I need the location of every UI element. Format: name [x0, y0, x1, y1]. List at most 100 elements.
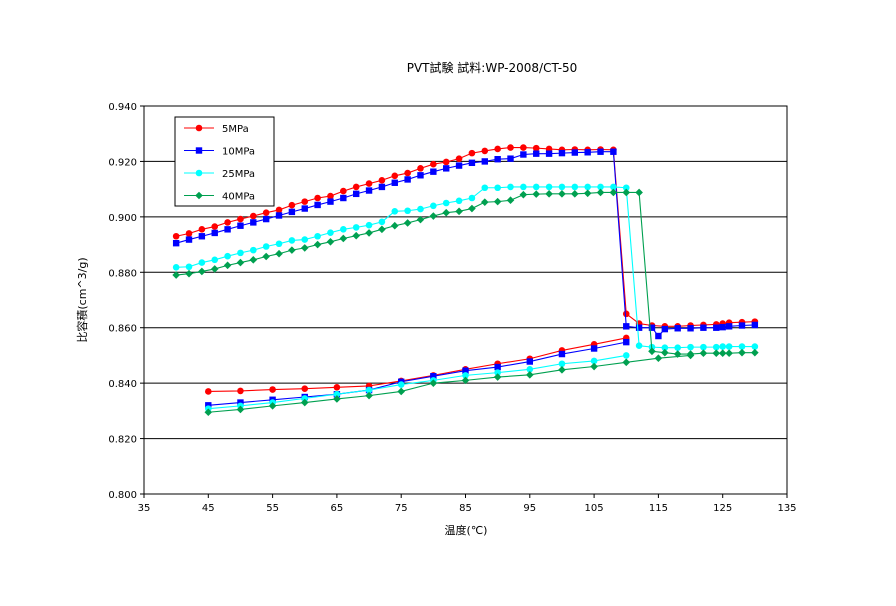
data-point [211, 223, 219, 230]
data-point [584, 149, 591, 156]
data-point [558, 360, 566, 368]
data-point [545, 190, 553, 198]
data-point [301, 385, 309, 392]
data-point [403, 219, 412, 227]
data-point [172, 232, 180, 240]
data-point [532, 190, 541, 198]
data-point [327, 192, 334, 200]
data-point [590, 345, 598, 352]
data-point [455, 207, 463, 216]
data-point [738, 343, 746, 350]
data-point [198, 226, 206, 233]
y-tick-label: 0.900 [108, 213, 137, 224]
data-point [687, 325, 694, 332]
data-point [571, 183, 579, 191]
data-point [719, 343, 726, 350]
data-point [250, 212, 257, 220]
data-point [340, 226, 347, 233]
data-point [327, 229, 334, 236]
data-point [417, 172, 424, 179]
data-point [481, 158, 488, 165]
data-point [237, 215, 244, 223]
data-point [237, 249, 244, 257]
series-line-cooling [208, 354, 627, 410]
data-point [391, 172, 399, 180]
x-tick-label: 85 [459, 503, 472, 514]
x-axis-label: 温度(℃) [445, 523, 488, 537]
y-tick-label: 0.860 [108, 324, 137, 335]
data-point [365, 229, 373, 237]
data-point [635, 342, 643, 350]
data-point [526, 365, 534, 373]
data-point [198, 233, 206, 240]
y-tick-label: 0.800 [108, 490, 137, 501]
data-point [462, 372, 469, 379]
legend-marker [195, 169, 203, 177]
data-point [442, 208, 451, 217]
data-point [507, 155, 514, 162]
data-point [622, 184, 630, 192]
data-point [648, 324, 656, 331]
data-point [494, 145, 501, 153]
x-tick-label: 135 [777, 503, 796, 514]
legend-label: 5MPa [222, 124, 249, 135]
data-point [661, 348, 669, 357]
data-point [391, 208, 399, 215]
data-point [520, 151, 527, 158]
data-point [699, 349, 708, 358]
data-point [635, 188, 643, 197]
data-point [224, 252, 231, 260]
data-point [520, 144, 527, 151]
data-point [700, 324, 707, 331]
data-point [326, 238, 335, 246]
data-point [674, 325, 681, 332]
data-point [738, 322, 746, 329]
data-point [532, 144, 540, 152]
data-point [468, 194, 476, 202]
data-point [558, 149, 566, 157]
data-point [275, 212, 283, 219]
data-point [429, 379, 438, 387]
data-point [378, 176, 386, 184]
data-point [352, 183, 360, 191]
data-point [507, 144, 514, 151]
data-point [223, 261, 232, 270]
data-point [655, 332, 662, 340]
data-point [635, 324, 643, 331]
data-point [654, 354, 663, 362]
data-point [506, 196, 515, 205]
data-point [718, 349, 727, 358]
data-point [340, 194, 347, 202]
data-point [558, 190, 566, 198]
data-point [250, 219, 257, 226]
data-point [204, 408, 213, 417]
data-point [493, 197, 502, 206]
data-point [545, 150, 553, 157]
data-point [262, 215, 270, 223]
data-point [738, 348, 746, 357]
data-point [526, 371, 534, 379]
data-point [494, 184, 501, 192]
legend-marker [195, 191, 203, 200]
data-point [301, 395, 309, 402]
data-point [430, 160, 437, 168]
data-point [211, 256, 219, 264]
data-point [558, 366, 566, 374]
x-tick-label: 105 [585, 503, 604, 514]
data-point [590, 362, 598, 371]
data-point [288, 246, 296, 254]
data-point [237, 387, 244, 395]
data-point [571, 190, 579, 198]
x-tick-label: 55 [266, 503, 279, 514]
data-point [494, 369, 501, 376]
data-point [712, 343, 720, 351]
data-point [327, 198, 334, 205]
legend-marker [195, 147, 203, 154]
data-point [461, 376, 470, 385]
data-point [416, 215, 425, 224]
data-point [700, 343, 707, 351]
data-point [378, 225, 386, 234]
data-point [468, 204, 476, 213]
legend-label: 10MPa [222, 147, 255, 158]
